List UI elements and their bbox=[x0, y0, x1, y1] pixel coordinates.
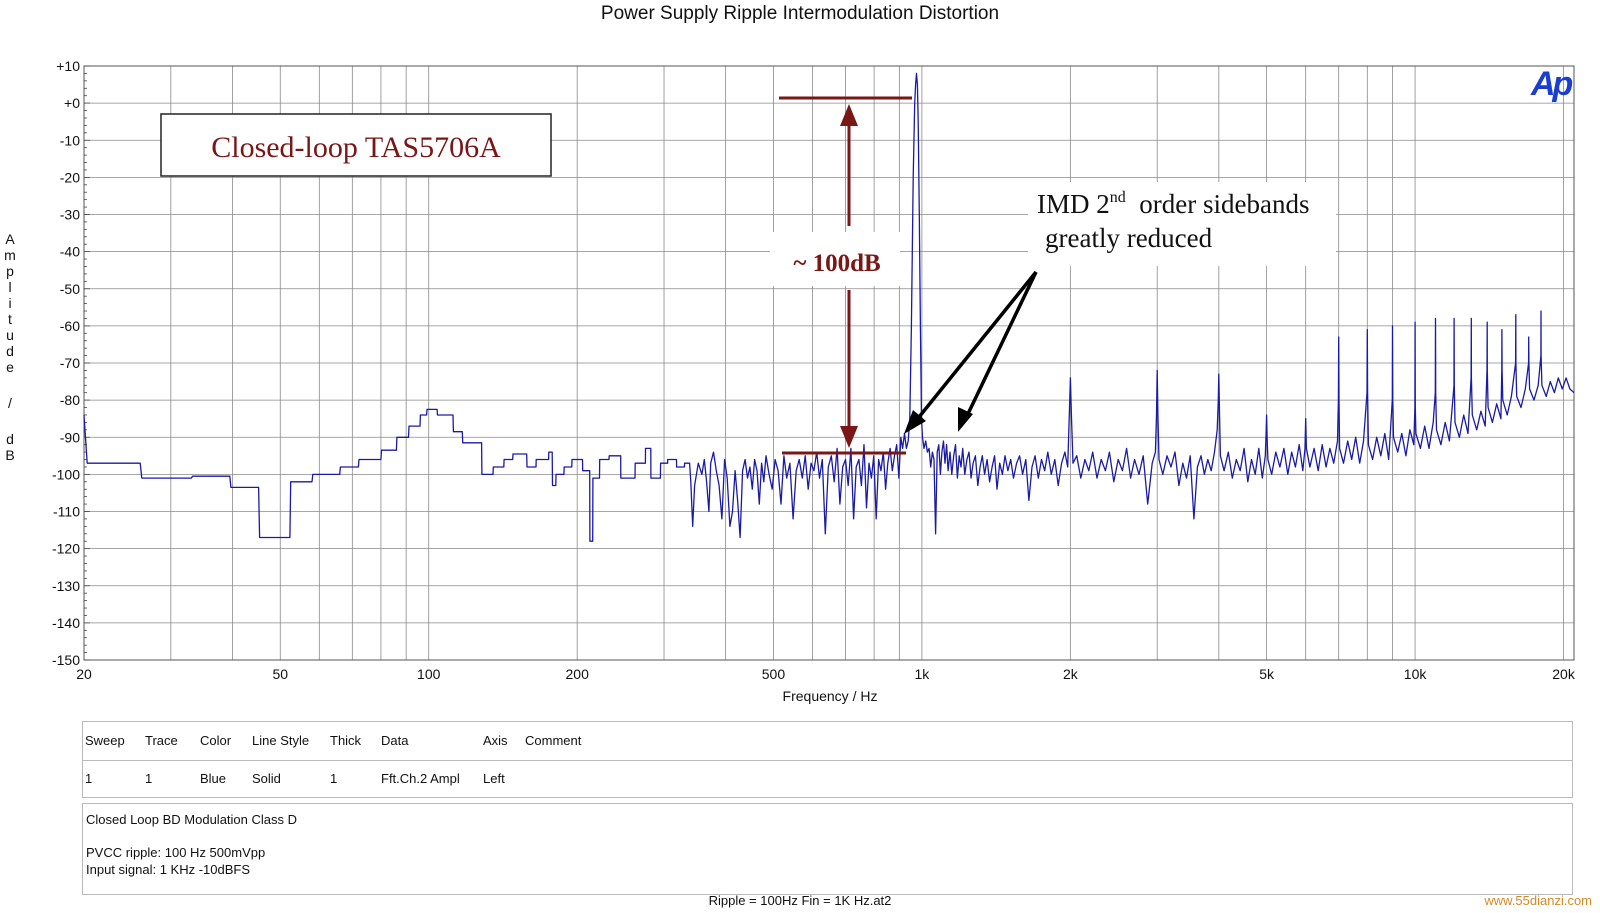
legend-cell-thick: 1 bbox=[330, 771, 338, 786]
legend-header-sweep: Sweep bbox=[85, 733, 125, 748]
x-axis-label: Frequency / Hz bbox=[783, 688, 878, 704]
y-tick-label: -100 bbox=[52, 466, 80, 482]
legend-cell-line-style: Solid bbox=[252, 771, 281, 786]
y-tick-label: -120 bbox=[52, 541, 80, 557]
y-label-letter: p bbox=[6, 263, 14, 279]
y-label-letter: B bbox=[5, 447, 14, 463]
annotation-box: Closed-loop TAS5706A bbox=[160, 113, 552, 177]
comment-line-1: Closed Loop BD Modulation Class D bbox=[86, 812, 297, 827]
y-tick-label: -140 bbox=[52, 615, 80, 631]
chart-title: Power Supply Ripple Intermodulation Dist… bbox=[601, 3, 999, 24]
x-tick-label: 500 bbox=[762, 666, 786, 682]
comment-box: Closed Loop BD Modulation Class D PVCC r… bbox=[82, 803, 1573, 895]
watermark: www.55dianzi.com bbox=[1484, 893, 1592, 908]
imd-arrowhead-right bbox=[958, 407, 973, 432]
y-label-letter: i bbox=[8, 295, 11, 311]
x-tick-label: 50 bbox=[272, 666, 288, 682]
legend-cell-sweep: 1 bbox=[85, 771, 93, 786]
x-tick-label: 200 bbox=[566, 666, 590, 682]
legend-header-axis: Axis bbox=[483, 733, 508, 748]
dynamic-range-marker: ~ 100dB bbox=[770, 96, 912, 455]
y-label-letter: m bbox=[4, 247, 16, 263]
x-tick-label: 10k bbox=[1404, 666, 1428, 682]
chart-area: Power Supply Ripple Intermodulation Dist… bbox=[4, 3, 1576, 704]
comment-line-2: PVCC ripple: 100 Hz 500mVpp bbox=[86, 845, 266, 860]
legend-header-data: Data bbox=[381, 733, 409, 748]
legend-data-row: 1 1 Blue Solid 1 Fft.Ch.2 Ampl Left bbox=[83, 760, 1572, 798]
y-label-letter: A bbox=[5, 231, 15, 247]
x-tick-label: 20 bbox=[76, 666, 92, 682]
y-tick-label: -10 bbox=[60, 132, 80, 148]
y-tick-label: -110 bbox=[53, 504, 80, 520]
x-tick-label: 2k bbox=[1063, 666, 1079, 682]
y-tick-label: +0 bbox=[64, 95, 80, 111]
legend-cell-axis: Left bbox=[483, 771, 505, 786]
imd-label-line2: greatly reduced bbox=[1045, 223, 1213, 253]
y-label-letter: l bbox=[8, 279, 11, 295]
y-tick-label: +10 bbox=[56, 58, 80, 74]
svg-text:IMD 2nd order sidebands: IMD 2nd order sidebands bbox=[1037, 189, 1309, 219]
imd-arrowhead-left bbox=[904, 410, 926, 434]
x-tick-label: 5k bbox=[1259, 666, 1275, 682]
legend-header-line-style: Line Style bbox=[252, 733, 310, 748]
y-label-letter: u bbox=[6, 327, 14, 343]
imd-label-main: IMD 2 bbox=[1037, 189, 1110, 219]
y-tick-label: -150 bbox=[52, 652, 80, 668]
imd-label-sup: nd bbox=[1110, 189, 1126, 206]
legend-cell-data: Fft.Ch.2 Ampl bbox=[381, 771, 460, 786]
dynamic-range-label: ~ 100dB bbox=[793, 250, 880, 277]
legend-header-trace: Trace bbox=[145, 733, 178, 748]
legend-header-comment: Comment bbox=[525, 733, 582, 748]
x-tick-label: 100 bbox=[417, 666, 441, 682]
y-tick-label: -40 bbox=[60, 244, 80, 260]
y-tick-label: -50 bbox=[60, 281, 80, 297]
y-tick-label: -60 bbox=[60, 318, 80, 334]
y-tick-label: -20 bbox=[60, 169, 80, 185]
y-tick-label: -130 bbox=[52, 578, 80, 594]
series-line-1 bbox=[83, 72, 1575, 542]
footer-filename: Ripple = 100Hz Fin = 1K Hz.at2 bbox=[708, 893, 892, 908]
y-label-letter: d bbox=[6, 343, 14, 359]
trace-layer bbox=[83, 72, 1575, 542]
axis-ticks: +10 +0 -10 -20 -30 -40 -50 -60 -70 -80 -90 -100 -110… bbox=[52, 58, 1576, 682]
legend-header-color: Color bbox=[200, 733, 232, 748]
x-tick-label: 20k bbox=[1552, 666, 1576, 682]
y-label-letter: e bbox=[6, 359, 14, 375]
y-tick-label: -90 bbox=[60, 429, 80, 445]
y-label-letter: t bbox=[8, 311, 12, 327]
imd-arrow-right bbox=[964, 271, 1038, 419]
legend-cell-trace: 1 bbox=[145, 771, 153, 786]
y-tick-label: -30 bbox=[60, 207, 80, 223]
ap-logo: Ap bbox=[1530, 65, 1573, 103]
comment-line-3: Input signal: 1 KHz -10dBFS bbox=[86, 862, 251, 877]
imd-arrow-left bbox=[913, 270, 1038, 424]
imd-label-rest: order sidebands bbox=[1126, 189, 1310, 219]
legend-header-thick: Thick bbox=[330, 733, 362, 748]
y-label-letter: / bbox=[8, 395, 12, 411]
y-tick-label: -70 bbox=[60, 355, 80, 371]
y-tick-label: -80 bbox=[60, 392, 80, 408]
legend-header-row: Sweep Trace Color Line Style Thick Data … bbox=[83, 722, 1572, 761]
imd-annotation: IMD 2nd order sidebands greatly reduced bbox=[904, 182, 1336, 434]
legend-table: Sweep Trace Color Line Style Thick Data … bbox=[82, 721, 1573, 798]
y-label-letter: d bbox=[6, 431, 14, 447]
legend-cell-color: Blue bbox=[200, 771, 227, 786]
annotation-title: Closed-loop TAS5706A bbox=[211, 131, 501, 164]
x-tick-label: 1k bbox=[915, 666, 931, 682]
